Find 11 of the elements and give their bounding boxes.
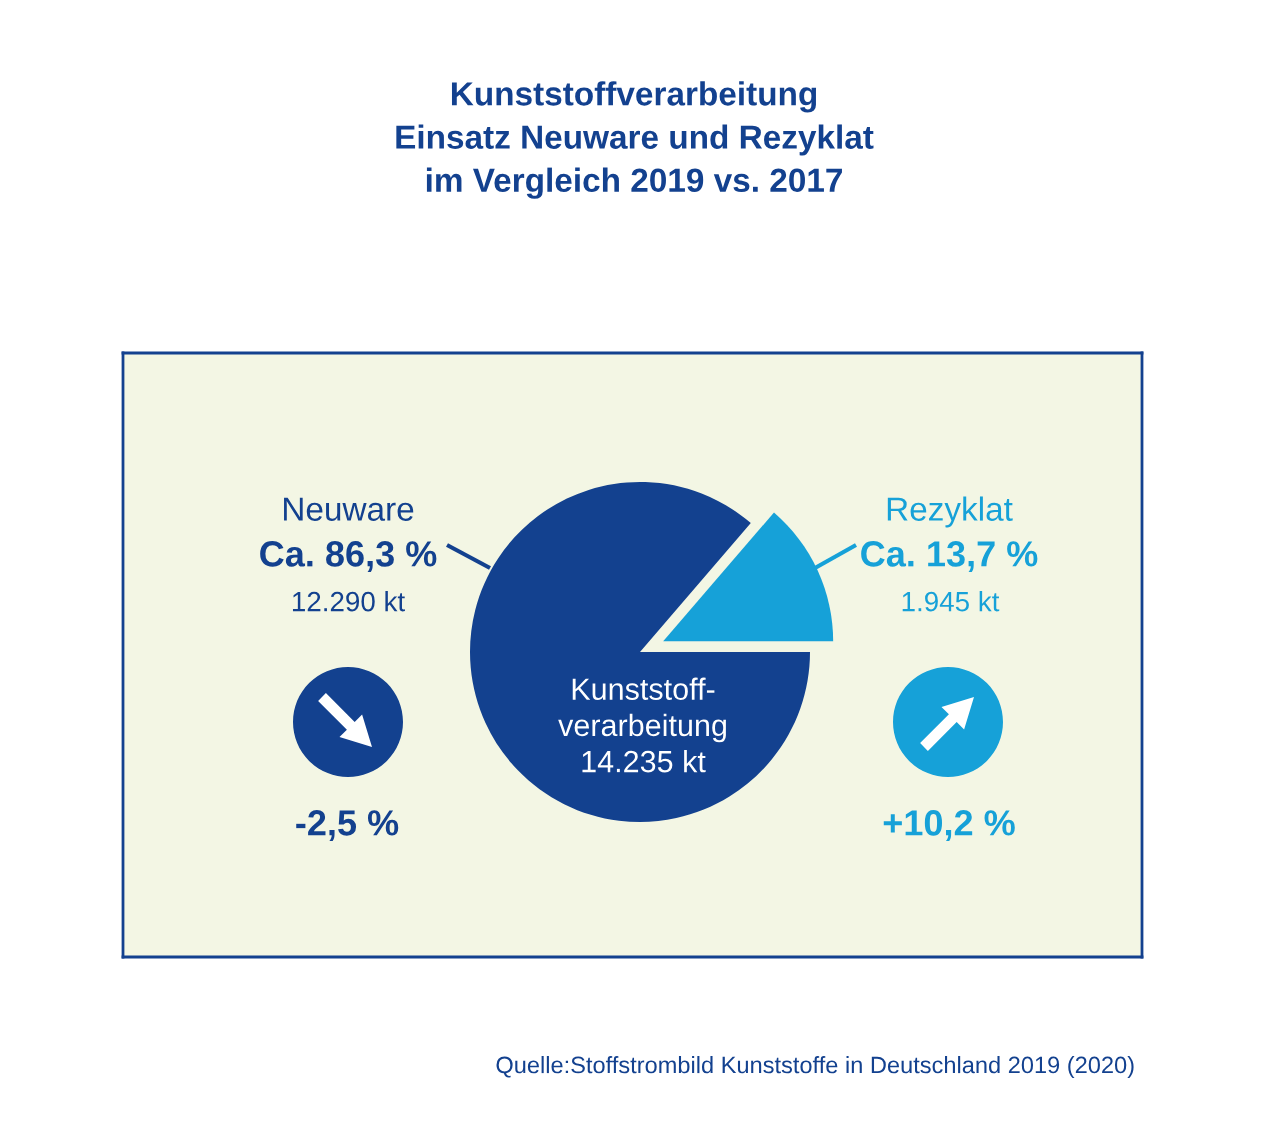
text: -2,5 % — [296, 810, 399, 841]
source-note: Quelle:Stoffstrombild Kunststoffe in Deutschland 2019 (2020) — [496, 1055, 1134, 1078]
slice-label: Rezyklat — [887, 496, 1013, 528]
slice-label: Neuware — [284, 497, 414, 521]
data-label: Ca. 86,3 % — [260, 541, 437, 572]
text: Kunststoff- verarbeitung 14.235 kt — [558, 677, 726, 773]
text: 1.945 kt — [902, 591, 1000, 612]
text: 12.290 kt — [292, 591, 405, 612]
text: +10,2 % — [883, 810, 1015, 841]
data-label: Ca. 13,7 % — [861, 541, 1038, 572]
chart-title: Kunststoffverarbeitung Einsatz Neuware und Rezyklat im Vergleich 2019 vs. 2017 — [396, 81, 874, 199]
